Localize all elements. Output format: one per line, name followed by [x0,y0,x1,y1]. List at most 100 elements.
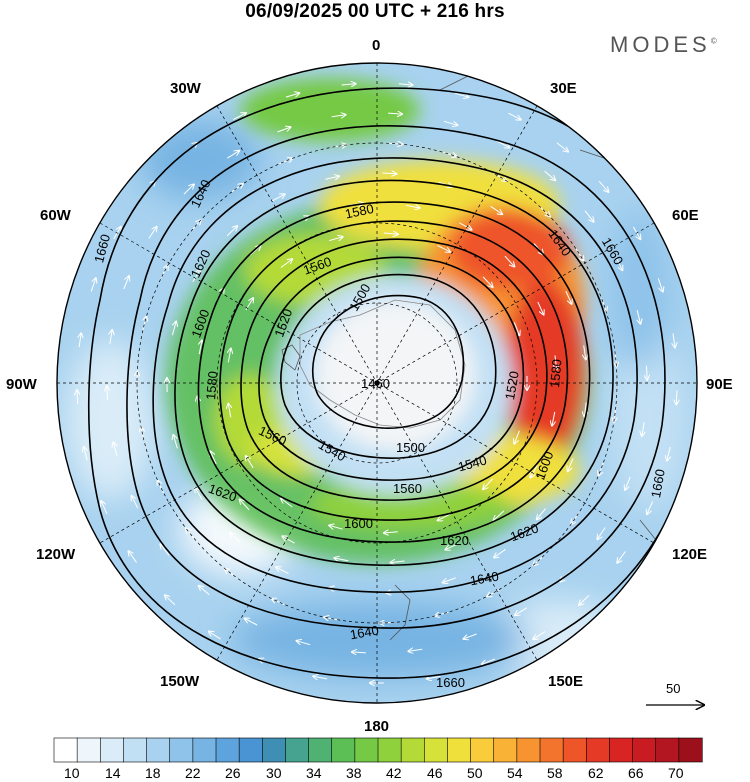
wind-vector [240,500,250,511]
wind-vector [160,544,170,556]
wind-vector [398,84,413,85]
wind-vector [494,510,505,521]
wind-vector [90,278,96,292]
wind-vector [637,309,640,324]
colorbar-tick-label: 58 [547,765,563,781]
wind-vector [331,115,346,117]
wind-vector [383,233,398,234]
colorbar-swatch [331,737,356,763]
colorbar-tick-label: 30 [266,765,282,781]
wind-vector [123,276,129,290]
lon-label-150e: 150E [548,673,583,690]
wind-vector [210,451,217,465]
wind-vector [464,633,477,639]
colorbar-swatch [562,737,587,763]
wind-vector [676,390,677,404]
wind-vector [568,458,574,471]
lon-label-30w: 30W [170,80,202,97]
colorbar-tick-label: 14 [105,765,121,781]
wind-vector [199,586,210,596]
colorbar-tick-label: 62 [588,765,604,781]
wind-vector [230,533,241,543]
lon-label-90w: 90W [6,376,38,393]
wind-vector [647,501,654,514]
colorbar-swatch [470,737,495,763]
lon-label-120w: 120W [36,546,76,563]
colorbar-swatch [215,737,240,763]
wind-vector [552,411,555,426]
lon-label-120e: 120E [672,546,707,563]
wind-vector [625,476,631,490]
wind-vector [245,619,258,626]
height-contours [87,87,697,679]
wind-vector [233,113,246,120]
colorbar-tick-label: 38 [346,765,362,781]
wind-vector [281,499,293,508]
wind-vector [443,151,456,156]
contour-label: 1600 [344,516,373,531]
colorbar-swatch [400,737,425,763]
contour-label: 1580 [547,358,564,388]
wind-vector [391,561,405,563]
wind-vector [209,632,221,640]
colorbar-tick-label: 70 [668,765,684,781]
wind-vector [285,93,299,98]
wind-vector [228,404,231,418]
wind-vector [544,170,556,180]
wind-vector [84,447,87,461]
lon-label-0: 0 [372,37,380,54]
wind-vector [555,355,557,370]
contour-label: 1640 [469,569,500,589]
reference-vector: 50 [646,681,704,705]
colorbar-tick-label: 46 [427,765,443,781]
wind-vector [504,255,515,266]
wind-vector [114,442,117,457]
colorbar-tick-label: 42 [386,765,402,781]
lon-label-60w: 60W [40,207,72,224]
wind-vector [276,567,289,575]
colorbar-swatch [539,737,564,763]
colorbar-swatch [377,737,402,763]
lon-label-90e: 90E [706,376,733,393]
wind-vector [129,551,138,563]
colorbar-swatch [238,737,263,763]
wind-vector [584,345,586,359]
wind-vector [388,113,402,114]
wind-vector [615,257,622,271]
colorbar-swatch [678,737,703,763]
pole-marker [374,380,380,386]
contour-label: 1660 [91,233,113,265]
wind-vector [352,652,366,653]
wind-vector [226,226,237,237]
colorbar-swatch [516,737,541,763]
colorbar-swatch [192,737,217,763]
colorbar-swatch [261,737,287,763]
wind-vector [165,595,176,606]
copyright-mark: © [710,36,717,46]
contour-label: 1640 [349,623,380,643]
lon-label-30e: 30E [550,80,577,97]
lon-label-150w: 150W [160,673,200,690]
wind-vector [537,508,546,520]
contour-label: 1520 [502,370,522,401]
contour-label: 1580 [203,370,220,400]
colorbar-tick-label: 22 [185,765,201,781]
colorbar-tick-label: 10 [64,765,80,781]
wind-vector [280,259,292,268]
wind-vector [227,151,239,159]
colorbar-swatch [285,737,310,763]
map-title: 06/09/2025 00 UTC + 216 hrs [245,1,505,22]
colorbar-swatch [447,737,472,763]
wind-vector [642,422,644,436]
colorbar-swatch [609,737,634,763]
wind-vector [657,278,663,291]
wind-vector [427,676,441,679]
wind-vector [437,245,451,252]
wind-vector [598,180,608,192]
colorbar-swatch [146,737,171,763]
wind-vector [490,205,503,214]
wind-vector [584,402,586,417]
reference-vector-label: 50 [666,681,680,696]
wind-vector [110,330,112,344]
